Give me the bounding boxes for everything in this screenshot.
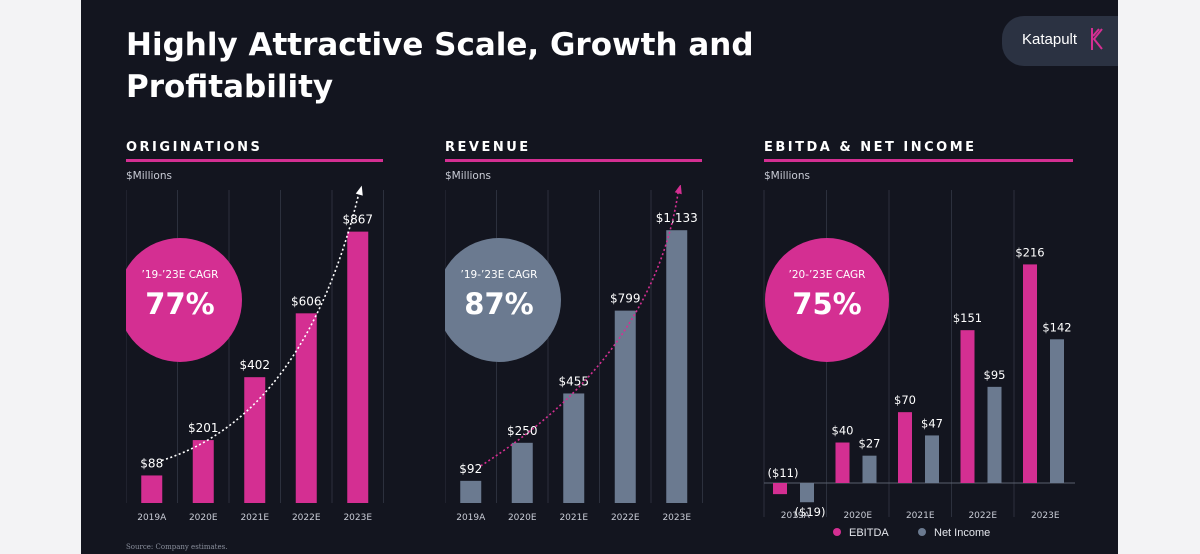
ebitda-data-label: $70 (894, 393, 916, 407)
revenue-bar (511, 442, 533, 503)
ebitda-bar (1023, 264, 1037, 483)
net-income-data-label: $142 (1042, 320, 1071, 334)
originations-bar (141, 475, 163, 503)
originations-bar (192, 440, 214, 503)
revenue-tick-label: 2020E (508, 513, 537, 523)
legend-net-income-swatch (918, 528, 926, 536)
originations-cagr-value: 77% (145, 287, 214, 321)
revenue-cagr-label: ’19-’23E CAGR (461, 269, 538, 281)
revenue-cagr-circle (445, 238, 561, 362)
legend-ebitda: EBITDA (833, 527, 889, 539)
ebitda-tick-label: 2020E (843, 511, 872, 521)
legend-ebitda-label: EBITDA (849, 527, 889, 539)
legend-net-income-label: Net Income (934, 527, 991, 539)
originations-tick-label: 2021E (240, 513, 269, 523)
revenue-bar (666, 230, 688, 503)
ebitda-data-label: ($11) (768, 466, 799, 480)
ebitda-tick-label: 2019A (781, 511, 811, 521)
originations-bar (295, 313, 317, 503)
ebitda-net-income-title: EBITDA & NET INCOME (764, 140, 1073, 162)
revenue-data-label: $250 (507, 424, 538, 438)
originations-data-label: $402 (239, 358, 270, 372)
ebitda-bar (773, 483, 787, 495)
ebitda-net-income-chart: ($11) $40 $70 $151 $216 ($19) $27 $47 $95 $142 201… (763, 190, 1075, 521)
ebitda-data-label: $216 (1015, 245, 1044, 259)
net-income-bar (800, 483, 814, 503)
originations-data-label: $867 (342, 213, 373, 227)
revenue-cagr-value: 87% (464, 287, 533, 321)
revenue-bar (563, 393, 585, 503)
revenue-bar (460, 480, 482, 503)
revenue-chart: $92 2019A $250 2020E $455 2021E $799 2022E $1,13… (445, 185, 703, 523)
originations-data-label: $606 (291, 294, 322, 308)
source-note: Source: Company estimates. (126, 543, 228, 551)
originations-bar (244, 377, 266, 503)
originations-tick-label: 2022E (292, 513, 321, 523)
revenue-tick-label: 2022E (611, 513, 640, 523)
originations-cagr-circle (126, 238, 242, 362)
revenue-tick-label: 2021E (559, 513, 588, 523)
net-income-data-label: ($19) (795, 505, 826, 519)
originations-tick-label: 2020E (189, 513, 218, 523)
originations-tick-label: 2019A (137, 513, 167, 523)
originations-cagr-label: ’19-’23E CAGR (142, 269, 219, 281)
revenue-data-label: $1,133 (656, 211, 698, 225)
ebitda-net-income-units: $Millions (764, 170, 810, 182)
ebitda-data-label: $40 (832, 424, 854, 438)
net-income-data-label: $95 (984, 368, 1006, 382)
ebitda-data-label: $151 (953, 311, 982, 325)
legend-ebitda-swatch (833, 528, 841, 536)
slide-title: Highly Attractive Scale, Growth and Prof… (126, 27, 754, 105)
originations-tick-label: 2023E (343, 513, 372, 523)
katapult-logo: Katapult (1002, 16, 1118, 66)
net-income-bar (862, 455, 877, 483)
originations-data-label: $201 (188, 421, 219, 435)
originations-chart: $88 2019A $201 2020E $402 2021E $606 2022E $867 2… (126, 185, 384, 523)
net-income-data-label: $47 (921, 416, 943, 430)
revenue-tick-label: 2023E (662, 513, 691, 523)
ebitda-bar (898, 412, 912, 483)
slide: Highly Attractive Scale, Growth and Prof… (81, 0, 1118, 554)
revenue-trend-arrow (480, 188, 680, 467)
originations-title: ORIGINATIONS (126, 140, 383, 162)
ebitda-cagr-circle (765, 238, 889, 362)
logo-text: Katapult (1022, 31, 1078, 48)
revenue-trend-arrowhead (674, 185, 682, 195)
originations-trend-arrowhead (355, 185, 363, 196)
net-income-bar (987, 386, 1002, 483)
revenue-data-label: $455 (558, 374, 589, 388)
ebitda-bar (835, 442, 850, 483)
revenue-tick-label: 2019A (456, 513, 486, 523)
originations-units: $Millions (126, 170, 172, 182)
net-income-bar (925, 435, 939, 483)
originations-trend-arrow (161, 189, 361, 462)
revenue-data-label: $92 (459, 462, 482, 476)
ebitda-tick-label: 2022E (968, 511, 997, 521)
katapult-mark-icon (1091, 28, 1103, 50)
revenue-bar (614, 310, 636, 503)
originations-data-label: $88 (140, 456, 163, 470)
net-income-bar (1050, 339, 1064, 483)
revenue-data-label: $799 (610, 292, 641, 306)
ebitda-tick-label: 2021E (906, 511, 935, 521)
originations-bar (347, 231, 369, 503)
ebitda-cagr-label: ’20-’23E CAGR (789, 269, 866, 281)
net-income-data-label: $27 (859, 437, 881, 451)
ebitda-cagr-value: 75% (792, 287, 861, 321)
revenue-title: REVENUE (445, 140, 702, 162)
ebitda-tick-label: 2023E (1031, 511, 1060, 521)
ebitda-bar (960, 330, 975, 483)
revenue-units: $Millions (445, 170, 491, 182)
legend-net-income: Net Income (918, 527, 990, 539)
